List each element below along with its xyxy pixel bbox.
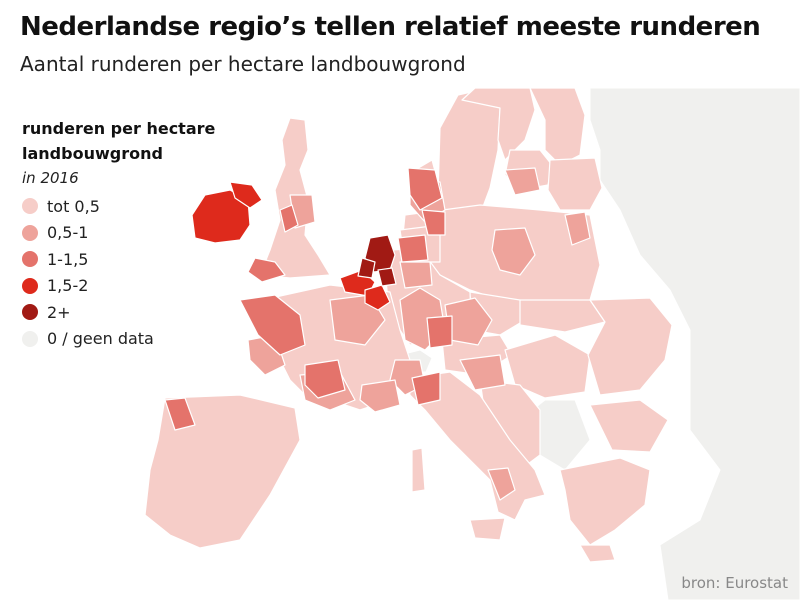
legend-item: 2+ [22, 299, 262, 326]
legend-swatch [22, 277, 38, 294]
legend-item: tot 0,5 [22, 193, 262, 220]
legend-label: 2+ [47, 302, 71, 322]
legend-item: 1-1,5 [22, 246, 262, 273]
regions-1-5-2 [191, 181, 391, 311]
legend-title-line2: landbouwgrond [22, 144, 163, 163]
legend-label: 1-1,5 [47, 249, 89, 269]
page-subtitle: Aantal runderen per hectare landbouwgron… [20, 52, 466, 76]
regions-2-plus [357, 234, 397, 287]
map-legend: runderen per hectare landbouwgrond in 20… [22, 116, 262, 352]
legend-item: 0,5-1 [22, 220, 262, 247]
legend-title-line1: runderen per hectare [22, 119, 216, 138]
legend-label: 0,5-1 [47, 223, 89, 243]
legend-swatch [22, 224, 38, 241]
page-title: Nederlandse regio’s tellen relatief mees… [20, 12, 761, 42]
legend-swatch [22, 198, 38, 215]
legend-year: in 2016 [22, 169, 79, 187]
source-note: bron: Eurostat [681, 574, 788, 592]
legend-item: 1,5-2 [22, 273, 262, 300]
legend-item: 0 / geen data [22, 326, 262, 353]
regions-1-1-5 [164, 167, 453, 431]
legend-label: 0 / geen data [47, 329, 154, 349]
legend-swatch [22, 251, 38, 268]
legend-swatch [22, 330, 38, 347]
legend-swatch [22, 304, 38, 321]
legend-label: 1,5-2 [47, 276, 89, 296]
legend-label: tot 0,5 [47, 196, 100, 216]
